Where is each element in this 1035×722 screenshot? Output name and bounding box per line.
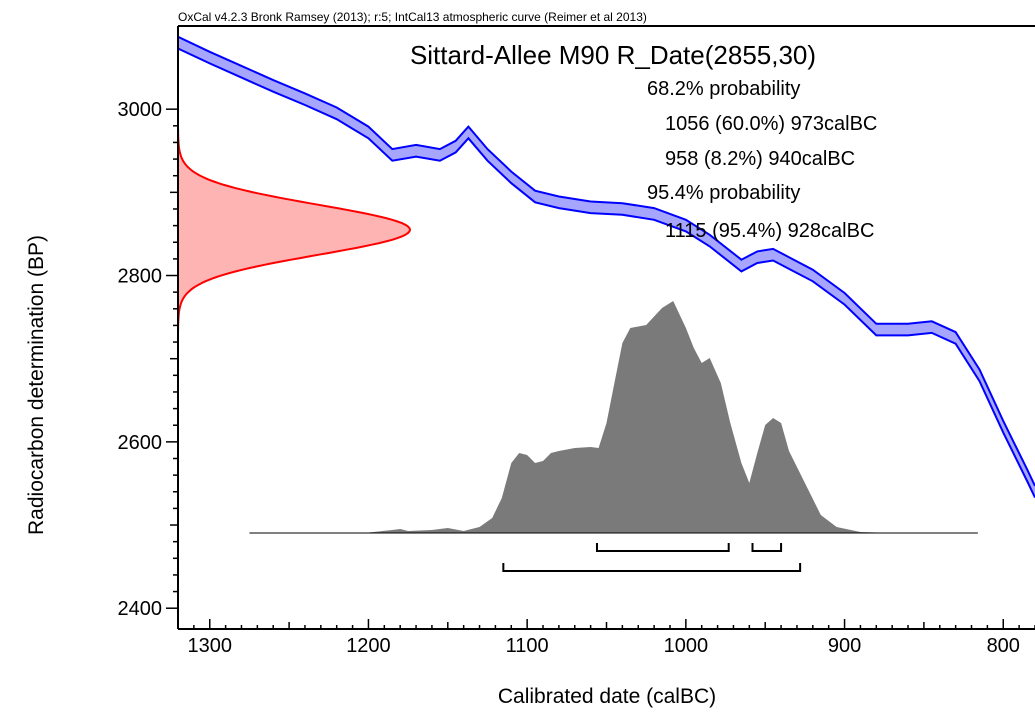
prob-68-heading: 68.2% probability	[647, 78, 800, 100]
x-tick-label: 1300	[187, 635, 232, 657]
oxcal-header: OxCal v4.2.3 Bronk Ramsey (2013); r:5; I…	[178, 10, 647, 24]
x-tick-label: 800	[987, 635, 1020, 657]
x-tick-label: 1200	[346, 635, 391, 657]
x-axis-ticks: 1300 1200 1100 1000 900 800	[177, 619, 1035, 657]
hpd-95-bar	[502, 563, 802, 572]
y-tick-label: 3000	[118, 99, 163, 121]
hpd-68-bar	[751, 543, 783, 552]
y-tick-label: 2600	[118, 432, 163, 454]
prob-95-heading: 95.4% probability	[647, 182, 800, 204]
radiocarbon-distribution	[178, 129, 412, 331]
x-axis-label: Calibrated date (calBC)	[498, 685, 716, 708]
hpd-range-bars	[502, 543, 802, 572]
prob-68-range-1: 1056 (60.0%) 973calBC	[665, 113, 877, 135]
calibration-curve-upper-line	[178, 35, 1035, 487]
calibration-curve-band	[178, 36, 1035, 498]
prob-68-range-2: 958 (8.2%) 940calBC	[665, 148, 855, 170]
x-tick-label: 1100	[506, 635, 549, 657]
calibration-curve-lower-line	[178, 47, 1035, 499]
x-tick-label: 1000	[664, 635, 709, 657]
y-axis-ticks: 3000 2800 2600 2400	[118, 99, 178, 620]
x-tick-label: 900	[828, 635, 861, 657]
hpd-68-bar	[595, 543, 730, 552]
prob-95-range-1: 1115 (95.4%) 928calBC	[665, 220, 874, 242]
posterior-distribution	[249, 301, 978, 533]
y-tick-label: 2800	[118, 266, 163, 288]
y-tick-label: 2400	[118, 598, 163, 620]
chart-title: Sittard-Allee M90 R_Date(2855,30)	[410, 40, 816, 70]
y-axis-label: Radiocarbon determination (BP)	[25, 235, 48, 535]
